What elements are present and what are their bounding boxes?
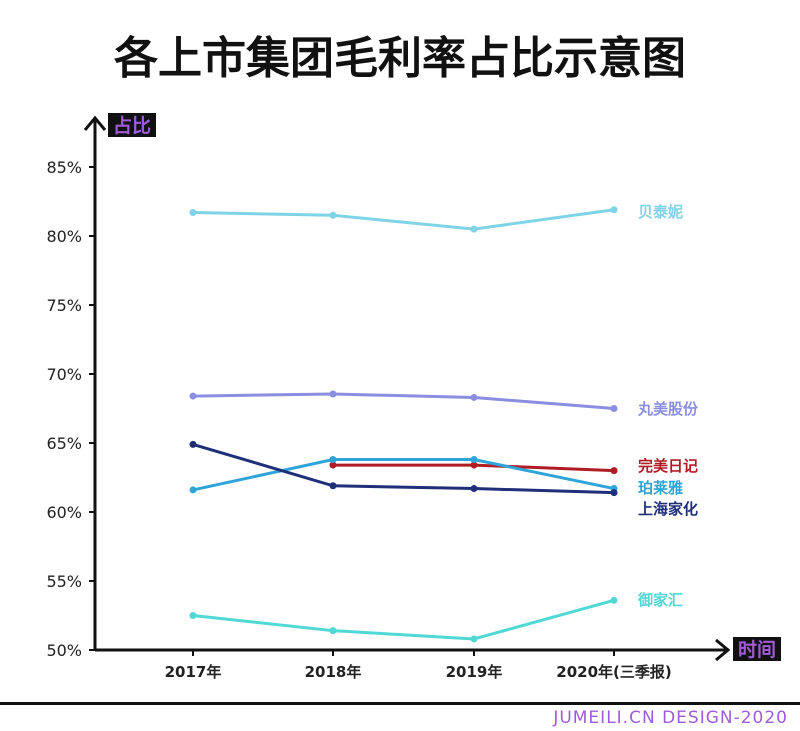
y-tick-label: 75% [46,296,82,315]
data-point-贝泰妮 [470,225,478,233]
data-point-御家汇 [189,612,197,619]
series-line-上海家化 [192,442,615,495]
data-point-上海家化 [470,485,478,493]
data-point-完美日记 [470,461,478,469]
y-tick-label: 80% [46,227,82,246]
series-label: 御家汇 [637,591,683,609]
x-axis-arrow [715,638,731,662]
data-point-丸美股份 [329,390,337,398]
data-point-完美日记 [329,461,337,469]
y-axis-label: 占比 [113,114,151,137]
data-point-珀莱雅 [189,486,197,494]
data-point-丸美股份 [610,405,618,412]
y-axis-arrow [83,115,107,131]
data-point-贝泰妮 [329,211,337,219]
data-point-丸美股份 [470,393,478,401]
data-point-贝泰妮 [189,209,197,217]
series-label: 完美日记 [638,457,698,475]
series-label: 上海家化 [638,500,698,518]
series-label: 贝泰妮 [638,203,683,221]
data-point-御家汇 [610,596,618,604]
x-tick-label: 2018年 [305,663,362,681]
data-point-御家汇 [470,635,478,643]
series-line-丸美股份 [192,392,615,410]
y-tick-label: 55% [46,572,82,591]
y-tick-label: 60% [46,503,82,522]
data-point-上海家化 [329,482,337,490]
y-axis-label-bg [108,113,156,137]
x-axis-label: 时间 [738,639,776,661]
data-point-贝泰妮 [610,206,618,214]
data-point-珀莱雅 [329,456,337,464]
series-line-贝泰妮 [192,208,615,231]
data-point-上海家化 [610,489,618,497]
x-tick-label: 2020年(三季报) [556,663,671,681]
series-line-御家汇 [192,598,615,641]
chart-title: 各上市集团毛利率占比示意图 [114,33,686,84]
data-point-完美日记 [610,467,618,475]
series-line-珀莱雅 [192,458,615,492]
data-point-上海家化 [189,440,197,448]
footer-credit: JUMEILI.CN DESIGN-2020 [553,708,788,728]
y-tick-label: 85% [46,158,82,177]
data-point-丸美股份 [189,392,197,400]
data-point-御家汇 [329,627,337,635]
footer-divider [0,702,800,705]
x-tick-label: 2017年 [165,663,222,681]
y-tick-label: 65% [46,434,82,453]
y-tick-label: 50% [46,641,82,660]
data-point-珀莱雅 [470,456,478,464]
y-tick-label: 70% [46,365,82,384]
series-label: 丸美股份 [637,400,699,418]
x-axis-label-bg [733,637,781,661]
series-label: 珀莱雅 [638,479,683,497]
x-tick-label: 2019年 [446,663,503,681]
